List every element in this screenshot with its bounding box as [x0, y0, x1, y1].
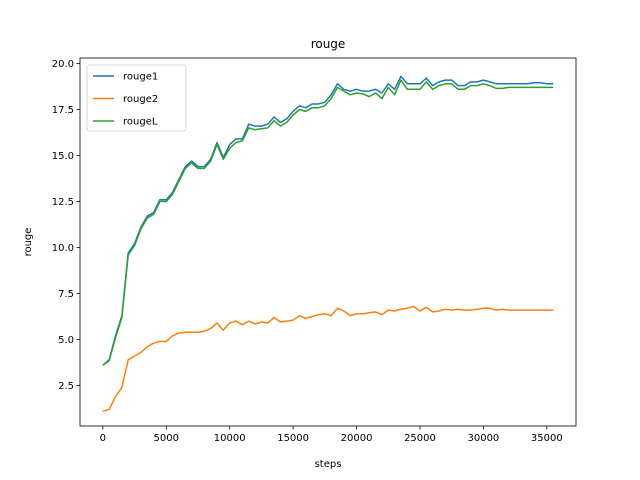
x-tick-label: 15000 — [277, 433, 309, 444]
y-axis-label: rouge — [23, 228, 34, 257]
chart-title: rouge — [311, 37, 346, 51]
y-tick-label: 10.0 — [52, 243, 74, 254]
series-line-rougeL — [102, 79, 554, 366]
legend: rouge1 rouge2 rougeL — [86, 64, 187, 132]
y-tick-label: 17.5 — [52, 105, 74, 116]
series-lines — [102, 75, 554, 413]
y-tick-label: 2.5 — [58, 381, 74, 392]
legend-label-rougeL: rougeL — [123, 117, 158, 128]
x-tick-label: 20000 — [341, 433, 373, 444]
x-axis-ticks: 0 5000 10000 15000 20000 25000 30000 35000 — [100, 426, 563, 444]
plot-frame — [79, 57, 577, 427]
x-tick-label: 10000 — [214, 433, 246, 444]
legend-label-rouge1: rouge1 — [123, 72, 158, 83]
x-tick-label: 0 — [100, 433, 106, 444]
series-line-rouge2 — [102, 305, 554, 413]
legend-box — [86, 64, 187, 132]
y-tick-label: 5.0 — [58, 335, 74, 346]
series-line-rouge1 — [102, 75, 554, 366]
x-tick-label: 35000 — [531, 433, 563, 444]
x-tick-label: 5000 — [154, 433, 179, 444]
x-axis-label: steps — [315, 459, 342, 470]
x-tick-label: 30000 — [467, 433, 499, 444]
y-tick-label: 12.5 — [52, 197, 74, 208]
y-tick-label: 7.5 — [58, 289, 74, 300]
y-tick-label: 20.0 — [52, 59, 74, 70]
y-tick-label: 15.0 — [52, 151, 74, 162]
y-axis-ticks: 2.5 5.0 7.5 10.0 12.5 15.0 17.5 20.0 — [52, 59, 80, 392]
x-tick-label: 25000 — [404, 433, 436, 444]
legend-label-rouge2: rouge2 — [123, 94, 158, 105]
